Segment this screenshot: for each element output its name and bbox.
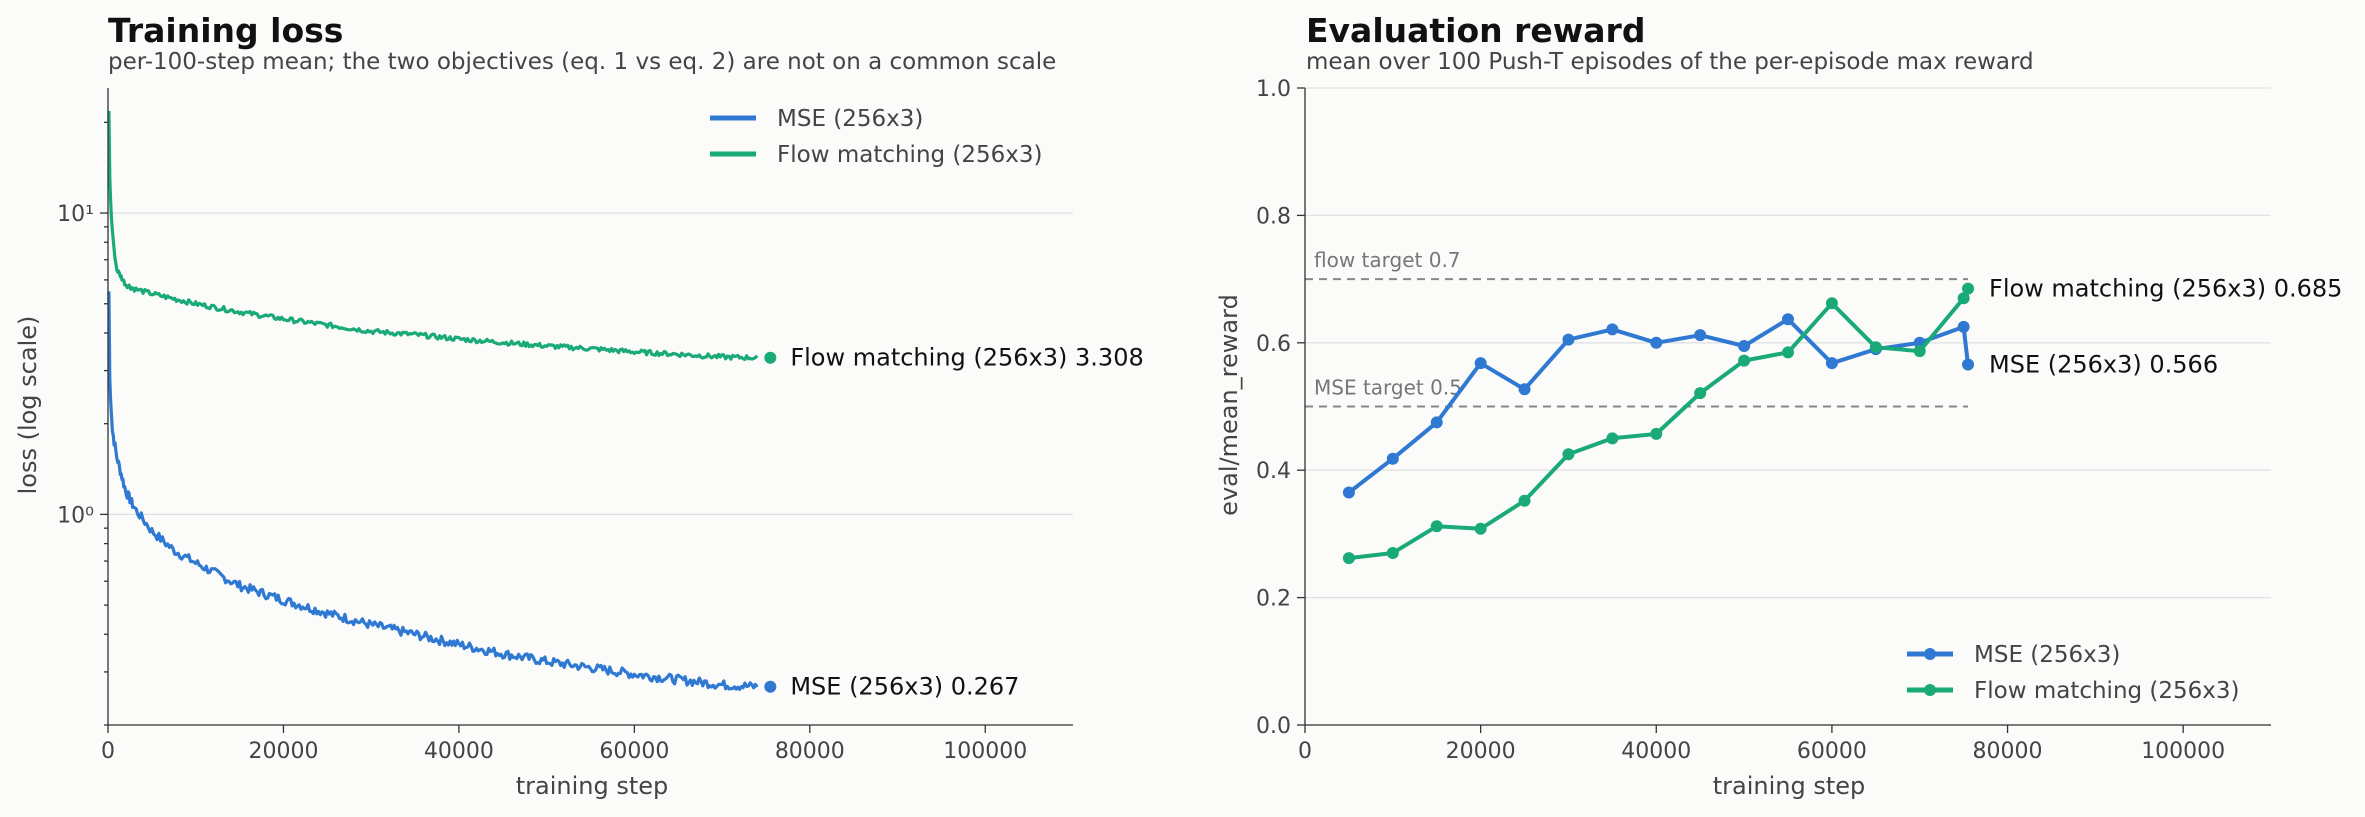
evaluation-reward-title: Evaluation reward (1306, 11, 1645, 50)
data-point-mse-256x3 (1738, 339, 1751, 352)
data-point-flow-matching-256x3 (1562, 448, 1575, 461)
training-loss-x-axis-label: training step (516, 772, 669, 800)
training-loss-title: Training loss (108, 11, 343, 50)
data-point-mse-256x3 (1782, 313, 1794, 326)
y-tick-label: 0.2 (1256, 587, 1291, 612)
data-point-mse-256x3 (1386, 452, 1399, 465)
x-tick-label: 100000 (943, 739, 1027, 764)
x-tick-label: 20000 (248, 739, 318, 764)
x-tick-label: 80000 (1973, 739, 2043, 764)
series-line-mse-256x3 (107, 291, 759, 691)
reference-label-flow-target-0-7: flow target 0.7 (1314, 248, 1461, 272)
evaluation-reward-axes: 0 20000 40000 60000 80000 100000 0.0 0.2 0.4 0.6 0… (1256, 77, 2271, 764)
y-tick-label: 0.0 (1256, 714, 1291, 739)
data-point-flow-matching-256x3 (1474, 522, 1487, 535)
series-line-flow-matching-256x3 (107, 110, 759, 361)
training-loss-axes: 0 20000 40000 60000 80000 100000 10⁰ 10¹ (57, 88, 1073, 764)
evaluation-reward-y-axis-label: eval/mean_reward (1215, 294, 1243, 516)
end-label-mse-256x3: MSE (256x3) 0.267 (790, 673, 1019, 701)
end-marker-mse-256x3 (764, 680, 777, 693)
data-point-mse-256x3 (1694, 329, 1707, 342)
data-point-flow-matching-256x3 (1650, 427, 1663, 440)
training-loss-y-axis-label: loss (log scale) (14, 316, 42, 495)
training-loss-series: MSE (256x3) 0.267 Flow matching (256x3) 3… (107, 110, 1144, 701)
data-point-mse-256x3 (1606, 323, 1619, 336)
data-point-mse-256x3 (1650, 336, 1663, 349)
x-tick-label: 80000 (775, 739, 845, 764)
training-loss-legend: MSE (256x3) Flow matching (256x3) (710, 106, 1043, 168)
legend-flow-label: Flow matching (256x3) (777, 142, 1043, 168)
legend-flow-marker (1924, 684, 1936, 696)
data-point-flow-matching-256x3 (1738, 354, 1751, 367)
end-label-mse-256x3: MSE (256x3) 0.566 (1989, 350, 2218, 378)
end-marker-flow-matching-256x3 (1962, 282, 1975, 295)
y-tick-label: 10⁰ (57, 503, 94, 528)
data-point-flow-matching-256x3 (1825, 297, 1838, 310)
data-point-mse-256x3 (1474, 357, 1487, 370)
data-point-flow-matching-256x3 (1694, 387, 1707, 400)
x-tick-label: 40000 (424, 739, 494, 764)
y-tick-label: 10¹ (57, 202, 94, 227)
end-label-flow-matching-256x3: Flow matching (256x3) 0.685 (1989, 275, 2342, 303)
data-point-flow-matching-256x3 (1430, 520, 1443, 533)
y-tick-label: 1.0 (1256, 77, 1291, 102)
data-point-flow-matching-256x3 (1606, 432, 1619, 445)
data-point-flow-matching-256x3 (1869, 341, 1882, 354)
y-tick-label: 0.6 (1256, 332, 1291, 357)
data-point-mse-256x3 (1342, 486, 1355, 499)
training-loss-grid (108, 212, 1073, 516)
legend-mse-marker (1924, 648, 1936, 660)
evaluation-reward-legend: MSE (256x3) Flow matching (256x3) (1907, 642, 2240, 704)
x-tick-label: 20000 (1446, 739, 1516, 764)
evaluation-reward-series: MSE (256x3) 0.566 Flow matching (256x3) 0… (1342, 275, 2342, 565)
x-tick-label: 60000 (599, 739, 669, 764)
end-marker-mse-256x3 (1962, 358, 1975, 371)
data-point-flow-matching-256x3 (1782, 346, 1794, 359)
data-point-mse-256x3 (1518, 383, 1531, 396)
training-loss-panel: Training loss per-100-step mean; the two… (14, 11, 1144, 800)
legend-mse-label: MSE (256x3) (1974, 642, 2120, 668)
x-tick-label: 0 (1298, 739, 1312, 764)
y-tick-label: 0.4 (1256, 459, 1291, 484)
data-point-mse-256x3 (1825, 357, 1838, 370)
end-marker-flow-matching-256x3 (764, 351, 777, 364)
data-point-mse-256x3 (1957, 320, 1970, 333)
evaluation-reward-subtitle: mean over 100 Push-T episodes of the per… (1306, 49, 2034, 75)
data-point-mse-256x3 (1562, 333, 1575, 346)
data-point-flow-matching-256x3 (1957, 292, 1970, 305)
end-label-flow-matching-256x3: Flow matching (256x3) 3.308 (790, 344, 1143, 372)
data-point-flow-matching-256x3 (1342, 552, 1355, 565)
y-tick-label: 0.8 (1256, 204, 1291, 229)
series-line-mse-256x3 (1347, 317, 1970, 495)
reference-label-mse-target-0-5: MSE target 0.5 (1314, 376, 1462, 400)
x-tick-label: 100000 (2141, 739, 2225, 764)
legend-mse-label: MSE (256x3) (777, 106, 923, 132)
x-tick-label: 40000 (1621, 739, 1691, 764)
x-tick-label: 60000 (1797, 739, 1867, 764)
series-line-flow-matching-256x3 (1348, 287, 1970, 561)
data-point-flow-matching-256x3 (1386, 547, 1399, 560)
training-loss-subtitle: per-100-step mean; the two objectives (e… (108, 49, 1056, 75)
data-point-flow-matching-256x3 (1913, 345, 1926, 358)
data-point-flow-matching-256x3 (1518, 494, 1531, 507)
data-point-mse-256x3 (1430, 416, 1443, 429)
evaluation-reward-panel: Evaluation reward mean over 100 Push-T e… (1215, 11, 2342, 800)
x-tick-label: 0 (101, 739, 115, 764)
evaluation-reward-reference-lines: flow target 0.7 MSE target 0.5 (1305, 248, 1969, 408)
legend-flow-label: Flow matching (256x3) (1974, 678, 2240, 704)
evaluation-reward-x-axis-label: training step (1713, 772, 1866, 800)
